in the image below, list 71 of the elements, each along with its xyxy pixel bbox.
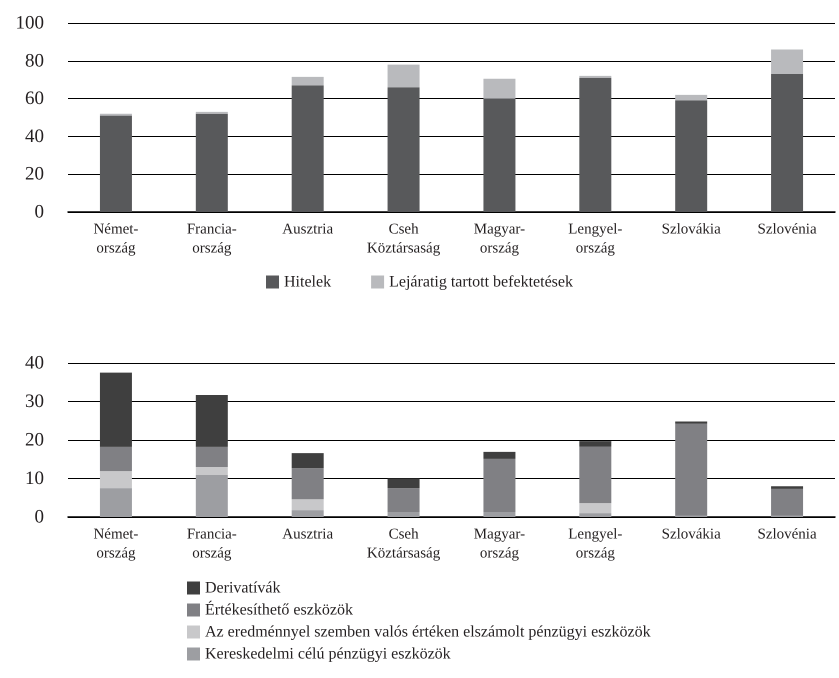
y-tick-label: 40 bbox=[25, 352, 44, 374]
bar bbox=[483, 458, 516, 512]
bar bbox=[579, 503, 612, 514]
y-tick-label: 30 bbox=[25, 391, 44, 412]
x-tick-label: Francia- ország bbox=[186, 526, 237, 562]
bar bbox=[196, 475, 228, 517]
bar bbox=[292, 510, 324, 517]
bar bbox=[675, 94, 708, 100]
x-tick-label: Lengyel- ország bbox=[568, 526, 622, 562]
x-tick-label: Szlovákia bbox=[662, 222, 722, 238]
bar bbox=[579, 441, 612, 447]
bar bbox=[483, 78, 516, 99]
bar bbox=[388, 478, 420, 488]
bar bbox=[292, 499, 324, 510]
x-tick-label: Ausztria bbox=[282, 222, 334, 238]
bar bbox=[771, 486, 804, 489]
bar bbox=[388, 87, 420, 212]
bar bbox=[675, 100, 708, 212]
y-tick-label: 0 bbox=[34, 202, 44, 222]
legend-label: Értékesíthető eszközök bbox=[205, 600, 353, 618]
bar bbox=[196, 466, 228, 476]
y-tick-label: 100 bbox=[16, 12, 44, 34]
bar bbox=[100, 446, 132, 472]
y-tick-label: 10 bbox=[25, 468, 44, 489]
x-tick-label: Cseh Köztársaság bbox=[366, 526, 441, 562]
bar bbox=[100, 488, 132, 517]
x-tick-label: Cseh Köztársaság bbox=[366, 222, 441, 256]
x-tick-label: Ausztria bbox=[282, 526, 334, 542]
x-tick-label: Szlovákia bbox=[662, 526, 722, 542]
y-tick-label: 80 bbox=[25, 50, 44, 72]
bar bbox=[483, 452, 516, 459]
bar bbox=[483, 98, 516, 212]
bar bbox=[292, 453, 324, 468]
x-tick-label: Német- ország bbox=[93, 222, 138, 256]
y-tick-label: 60 bbox=[25, 88, 44, 110]
bar bbox=[196, 114, 228, 212]
bar bbox=[483, 512, 516, 517]
bar bbox=[388, 64, 420, 88]
bar bbox=[292, 76, 324, 86]
bar bbox=[292, 468, 324, 500]
x-tick-label: Szlovénia bbox=[757, 526, 817, 542]
bar bbox=[675, 423, 708, 516]
bar bbox=[771, 49, 804, 74]
bar bbox=[771, 74, 804, 212]
bar bbox=[579, 446, 612, 504]
x-tick-label: Magyar- ország bbox=[474, 222, 526, 256]
bar bbox=[579, 78, 612, 212]
x-tick-label: Szlovénia bbox=[757, 222, 817, 238]
bar bbox=[292, 85, 324, 212]
legend-label: Kereskedelmi célú pénzügyi eszközök bbox=[205, 646, 451, 662]
x-tick-label: Lengyel- ország bbox=[568, 222, 622, 256]
bar bbox=[196, 394, 228, 447]
bar bbox=[771, 488, 804, 516]
y-tick-label: 0 bbox=[34, 506, 44, 528]
bar bbox=[579, 513, 612, 517]
legend-label: Lejáratig tartott befektetések bbox=[389, 274, 573, 290]
y-tick-label: 40 bbox=[25, 126, 44, 147]
bar bbox=[388, 512, 420, 517]
x-tick-label: Francia- ország bbox=[186, 222, 237, 256]
bar bbox=[388, 488, 420, 512]
bar bbox=[100, 471, 132, 488]
bar bbox=[196, 446, 228, 467]
y-tick-label: 20 bbox=[25, 164, 44, 185]
bar bbox=[100, 116, 132, 212]
y-tick-label: 20 bbox=[25, 430, 44, 450]
legend-label: Az eredménnyel szemben valós értéken elszámolt pénzügyi eszközök bbox=[205, 624, 651, 640]
x-tick-label: Német- ország bbox=[93, 526, 138, 562]
x-tick-label: Magyar- ország bbox=[474, 526, 526, 562]
legend-label: Hitelek bbox=[284, 274, 332, 290]
legend-label: Derivatívák bbox=[205, 580, 281, 596]
bar bbox=[100, 372, 132, 447]
